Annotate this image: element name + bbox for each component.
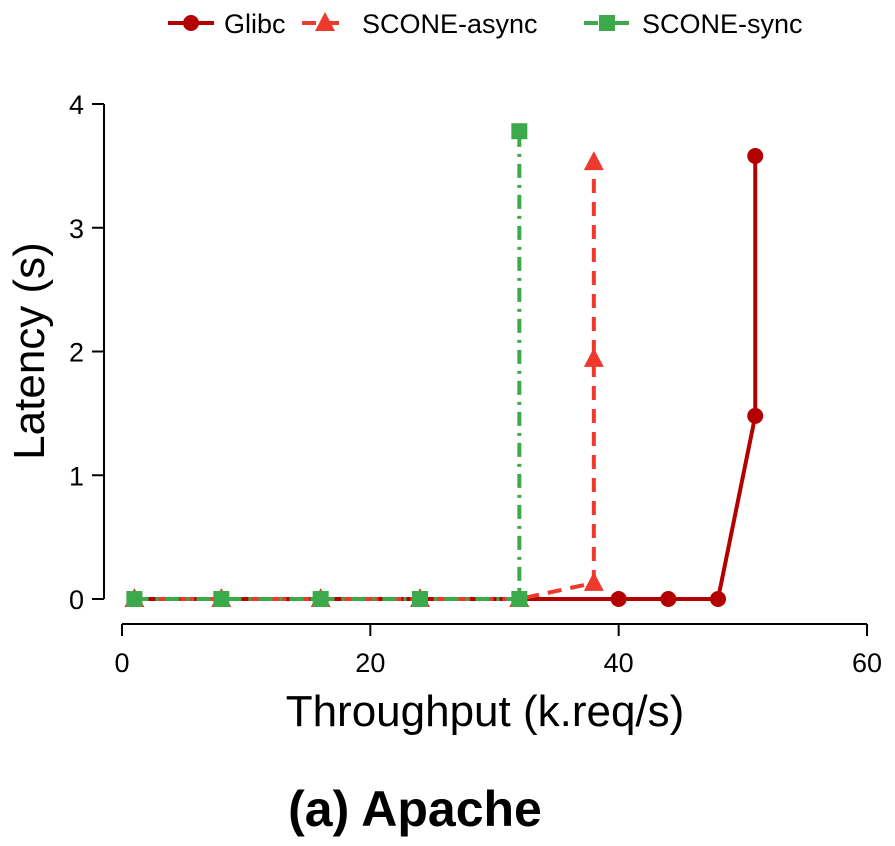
y-tick-label: 0 xyxy=(69,585,84,615)
legend-label: Glibc xyxy=(224,9,286,39)
y-tick-label: 2 xyxy=(69,338,84,368)
data-point-glibc xyxy=(660,591,677,607)
series-line-scone-sync xyxy=(134,131,522,601)
series-glibc xyxy=(126,147,764,607)
y-tick-label: 3 xyxy=(69,214,84,244)
axes: 0 20 40 60 0 1 2 3 4 xyxy=(69,90,882,678)
legend: Glibc SCONE-async SCONE-sync xyxy=(168,9,803,39)
legend-swatch-marker xyxy=(315,12,335,31)
series-line-scone-async xyxy=(134,162,596,601)
data-point-scone-sync xyxy=(511,591,528,607)
legend-label: SCONE-async xyxy=(362,9,538,39)
data-point-scone-async xyxy=(583,571,604,591)
data-point-scone-sync xyxy=(412,591,428,607)
legend-swatch-marker xyxy=(599,15,615,31)
data-point-scone-async xyxy=(583,151,604,171)
y-ticks: 0 1 2 3 4 xyxy=(69,90,104,615)
y-tick-label: 4 xyxy=(69,90,84,120)
x-tick-label: 20 xyxy=(355,648,385,678)
legend-item-glibc: Glibc xyxy=(168,9,286,39)
x-tick-label: 60 xyxy=(852,648,882,678)
x-tick-label: 40 xyxy=(604,648,634,678)
series-line-glibc xyxy=(134,155,758,601)
figure-caption: (a) Apache xyxy=(288,781,542,837)
data-point-scone-async xyxy=(583,347,604,367)
legend-swatch-marker xyxy=(183,15,199,31)
x-ticks: 0 20 40 60 xyxy=(114,624,882,678)
series-scone-sync xyxy=(126,123,528,607)
data-point-glibc xyxy=(710,591,726,607)
data-point-glibc xyxy=(610,591,627,607)
x-tick-label: 0 xyxy=(114,648,129,678)
series-scone-async xyxy=(124,151,604,607)
legend-label: SCONE-sync xyxy=(642,9,803,39)
data-point-scone-sync xyxy=(312,591,329,607)
series-layer xyxy=(124,123,764,607)
legend-item-scone-async: SCONE-async xyxy=(302,9,538,39)
data-point-scone-sync xyxy=(213,591,230,607)
legend-item-scone-sync: SCONE-sync xyxy=(584,9,803,39)
y-tick-label: 1 xyxy=(69,461,84,491)
data-point-scone-sync xyxy=(511,123,528,140)
data-point-scone-sync xyxy=(126,591,143,607)
x-axis-title: Throughput (k.req/s) xyxy=(286,687,685,736)
data-point-glibc xyxy=(747,147,764,164)
y-axis-title: Latency (s) xyxy=(5,242,54,460)
data-point-glibc xyxy=(747,407,764,424)
